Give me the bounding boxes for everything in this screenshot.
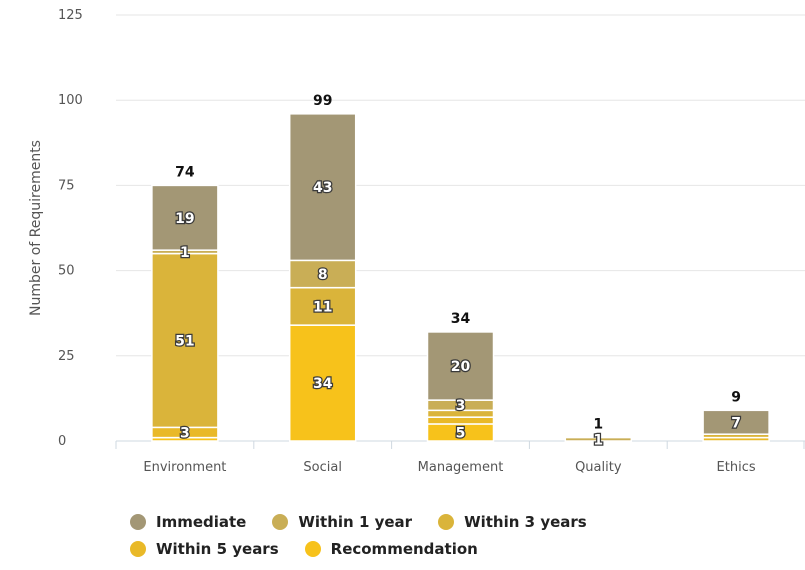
y-axis-title: Number of Requirements [28,140,44,316]
bar-segment [564,436,633,442]
segment-data-label: 3 [180,425,190,441]
segment-data-label: 20 [451,359,471,375]
bar-segment [288,259,357,289]
y-tick-label: 125 [58,8,83,23]
legend-item-immediate[interactable]: Immediate [130,513,246,531]
bar-segment [151,184,219,251]
bar-total-label: 1 [593,417,603,433]
legend-label-immediate: Immediate [156,512,247,531]
y-tick-label: 25 [58,349,75,364]
bar-total-label: 99 [313,93,332,109]
segment-data-label: 8 [318,267,328,283]
bar-total-label: 74 [175,164,195,180]
segment-data-label: 51 [175,333,194,349]
segment-data-label: 34 [313,376,333,392]
segment-data-label: 5 [456,425,466,441]
bar-segment [151,252,219,429]
bar-segment [288,113,357,262]
legend-marker-within-1-year [272,513,289,530]
y-tick-label: 0 [58,434,66,449]
legend-label-within-5-years: Within 5 years [156,539,279,558]
legend: Immediate Within 1 year Within 3 years W… [130,508,750,562]
legend-label-within-3-years: Within 3 years [464,512,587,531]
segment-data-label: 1 [180,245,190,261]
x-tick-label: Management [418,460,504,475]
x-tick-label: Ethics [717,460,756,475]
bar-segment [426,331,495,401]
bar-segment [426,416,495,425]
x-tick-label: Quality [575,460,622,475]
x-tick-label: Social [303,460,342,475]
segment-data-label: 7 [731,415,741,431]
legend-marker-within-5-years [130,540,146,557]
y-tick-label: 50 [58,264,75,279]
bar-total-label: 9 [731,389,741,405]
bar-segment [288,324,357,442]
legend-row-1: Immediate Within 1 year Within 3 years [130,508,750,535]
segment-data-label: 3 [456,398,466,414]
legend-marker-recommendation [304,540,321,557]
y-tick-label: 75 [58,178,75,193]
segment-data-label: 1 [593,432,603,448]
legend-label-recommendation: Recommendation [330,539,478,558]
bar-segment [288,286,357,326]
legend-item-within-5-years[interactable]: Within 5 years [130,540,279,558]
segment-data-label: 11 [313,299,332,315]
legend-marker-immediate [130,513,146,530]
legend-item-within-1-year[interactable]: Within 1 year [272,513,412,531]
segment-data-label: 19 [175,211,194,227]
legend-item-recommendation[interactable]: Recommendation [304,539,478,558]
y-tick-label: 100 [58,93,83,108]
legend-label-within-1-year: Within 1 year [298,512,413,531]
legend-marker-within-3-years [438,513,455,530]
bar-total-label: 34 [451,311,471,327]
segment-data-label: 43 [313,180,332,196]
legend-row-2: Within 5 years Recommendation [130,535,750,562]
bar-segment [702,409,770,435]
x-tick-label: Environment [143,460,226,475]
legend-item-within-3-years[interactable]: Within 3 years [438,513,587,531]
